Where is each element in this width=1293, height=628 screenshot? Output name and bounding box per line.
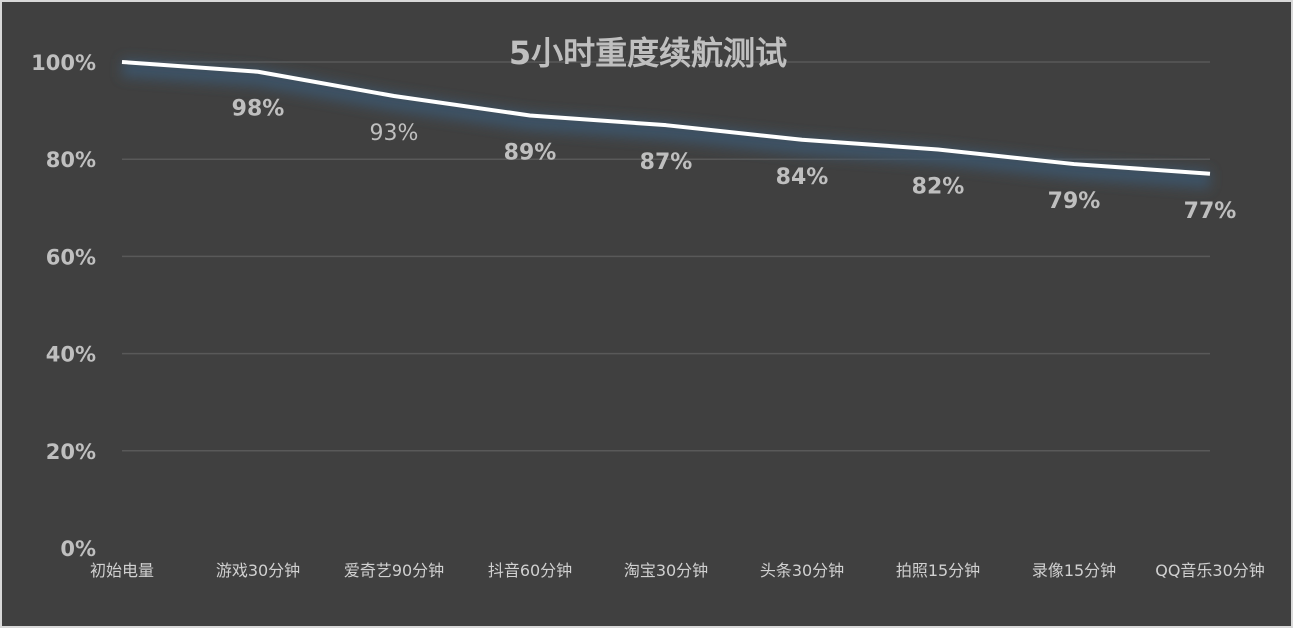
y-tick-label: 100% xyxy=(31,51,96,75)
data-label: 98% xyxy=(232,97,285,122)
x-tick-label: 游戏30分钟 xyxy=(216,561,300,580)
x-tick-label: 录像15分钟 xyxy=(1032,561,1116,580)
y-tick-label: 20% xyxy=(46,440,96,464)
x-tick-label: 爱奇艺90分钟 xyxy=(344,561,444,580)
x-tick-label: 头条30分钟 xyxy=(760,561,844,580)
x-tick-label: QQ音乐30分钟 xyxy=(1155,561,1265,580)
data-label: 87% xyxy=(640,150,693,175)
y-tick-label: 40% xyxy=(46,343,96,367)
x-tick-label: 抖音60分钟 xyxy=(488,561,572,580)
y-tick-label: 60% xyxy=(46,245,96,269)
y-tick-label: 80% xyxy=(46,148,96,172)
data-label: 93% xyxy=(370,121,419,146)
x-tick-label: 初始电量 xyxy=(90,561,154,580)
series-line-glow xyxy=(121,59,1211,189)
x-tick-label: 淘宝30分钟 xyxy=(624,561,708,580)
data-label: 82% xyxy=(912,174,965,199)
x-tick-label: 拍照15分钟 xyxy=(896,561,980,580)
data-label: 77% xyxy=(1184,199,1237,224)
data-label: 89% xyxy=(504,140,557,165)
chart-title: 5小时重度续航测试 xyxy=(509,34,787,72)
data-label: 79% xyxy=(1048,189,1101,214)
data-label: 84% xyxy=(776,165,829,190)
y-tick-label: 0% xyxy=(60,537,96,561)
